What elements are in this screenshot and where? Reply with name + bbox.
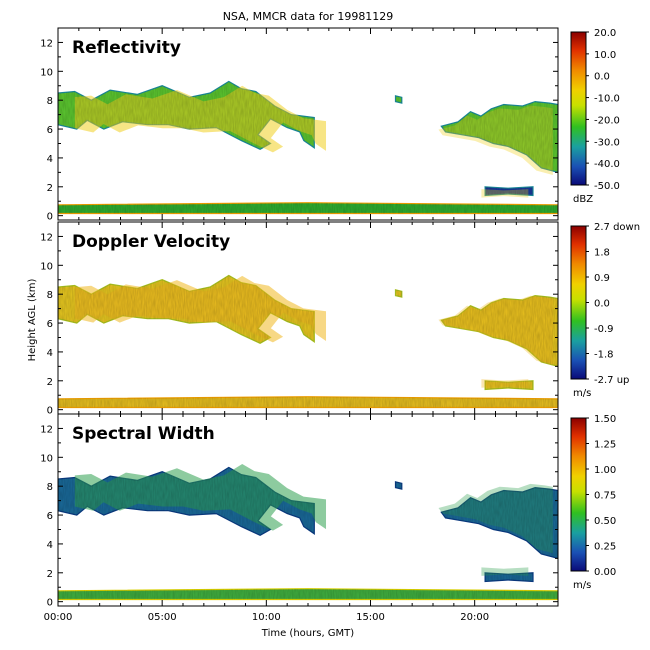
- colorbar-tick-label: -1.8: [594, 350, 614, 361]
- colorbar-tick-label: 2.7 down: [594, 222, 640, 233]
- echo-texture: [441, 101, 558, 173]
- y-tick-label: 12: [40, 232, 53, 243]
- echo-texture: [58, 202, 558, 214]
- colorbar: [570, 225, 587, 380]
- y-tick-label: 8: [47, 290, 53, 301]
- echo-texture: [395, 289, 402, 298]
- y-tick-label: 6: [47, 319, 53, 330]
- echo-texture: [485, 380, 533, 390]
- colorbar-tick-label: 20.0: [594, 28, 616, 39]
- colorbar-tick-label: 1.00: [594, 465, 616, 476]
- colorbar-tick-label: 0.0: [594, 299, 610, 310]
- y-tick-label: 8: [47, 482, 53, 493]
- y-tick-label: 6: [47, 511, 53, 522]
- echo-texture: [58, 588, 558, 600]
- y-tick-label: 2: [47, 183, 53, 194]
- colorbar-tick-label: -10.0: [594, 94, 620, 105]
- y-tick-label: 0: [47, 212, 53, 223]
- echo-texture: [58, 396, 558, 408]
- colorbar-tick-label: -2.7 up: [594, 375, 629, 386]
- colorbar: [570, 31, 587, 186]
- colorbar-tick-label: 0.9: [594, 273, 610, 284]
- echo-texture: [441, 487, 558, 559]
- y-tick-label: 10: [40, 261, 53, 272]
- colorbar-tick-label: -30.0: [594, 137, 620, 148]
- colorbar-tick-label: 0.00: [594, 567, 616, 578]
- colorbar-tick-label: -40.0: [594, 159, 620, 170]
- colorbar-tick-label: -20.0: [594, 115, 620, 126]
- colorbar-units: dBZ: [573, 194, 593, 205]
- x-axis-label: Time (hours, GMT): [261, 628, 355, 639]
- colorbar-tick-label: -0.9: [594, 324, 614, 335]
- colorbar-tick-label: 0.0: [594, 72, 610, 83]
- echo-texture: [58, 81, 315, 150]
- colorbar-tick-label: 1.8: [594, 248, 610, 259]
- colorbar-tick-label: 0.25: [594, 542, 616, 553]
- x-tick-label: 15:00: [356, 612, 385, 623]
- y-tick-label: 10: [40, 67, 53, 78]
- panel-doppler-velocity: 0 2 4 6 8 10 12 Doppler Velocity 2.7 down 1.8 0.9 0…: [40, 221, 640, 417]
- colorbar-tick-label: -50.0: [594, 181, 620, 192]
- echo-texture: [58, 275, 315, 344]
- y-tick-label: 2: [47, 569, 53, 580]
- colorbar-tick-label: 10.0: [594, 50, 616, 61]
- y-tick-label: 12: [40, 424, 53, 435]
- echo-texture: [485, 186, 533, 196]
- colorbar-units: m/s: [573, 580, 591, 591]
- x-tick-label: 05:00: [148, 612, 177, 623]
- y-tick-label: 0: [47, 598, 53, 609]
- colorbar-tick-label: 1.50: [594, 414, 616, 425]
- x-tick-label: 00:00: [44, 612, 73, 623]
- colorbar-tick-label: 0.75: [594, 491, 616, 502]
- y-tick-label: 10: [40, 453, 53, 464]
- colorbar-tick-label: 1.25: [594, 440, 616, 451]
- echo-texture: [58, 467, 315, 536]
- panel-reflectivity: 0 2 4 6 8 10 12 Reflectivity 20.0 10.0 0.0 -10.0 -20…: [40, 27, 620, 223]
- echo-texture: [485, 572, 533, 582]
- colorbar-tick-label: 0.50: [594, 516, 616, 527]
- y-tick-label: 4: [47, 540, 53, 551]
- echo-field: [58, 274, 558, 409]
- y-tick-label: 4: [47, 154, 53, 165]
- echo-texture: [441, 295, 558, 367]
- y-tick-label: 12: [40, 38, 53, 49]
- y-tick-label: 4: [47, 348, 53, 359]
- y-axis-label: Height AGL (km): [27, 279, 38, 362]
- echo-texture: [395, 481, 402, 490]
- echo-field: [58, 80, 558, 215]
- panel-title: Reflectivity: [72, 38, 181, 58]
- panel-title: Spectral Width: [72, 424, 215, 444]
- y-tick-label: 8: [47, 96, 53, 107]
- echo-texture: [395, 95, 402, 104]
- y-tick-label: 0: [47, 406, 53, 417]
- colorbar: [570, 417, 587, 572]
- figure-title: NSA, MMCR data for 19981129: [223, 10, 394, 23]
- echo-field: [58, 464, 558, 601]
- colorbar-units: m/s: [573, 388, 591, 399]
- y-tick-label: 2: [47, 377, 53, 388]
- panel-title: Doppler Velocity: [72, 232, 230, 252]
- x-tick-label: 10:00: [252, 612, 281, 623]
- y-tick-label: 6: [47, 125, 53, 136]
- x-tick-label: 20:00: [460, 612, 489, 623]
- panel-spectral-width: 0 2 4 6 8 10 12 Spectral Width 1.50 1.25 1.00 0.75 0…: [40, 413, 616, 609]
